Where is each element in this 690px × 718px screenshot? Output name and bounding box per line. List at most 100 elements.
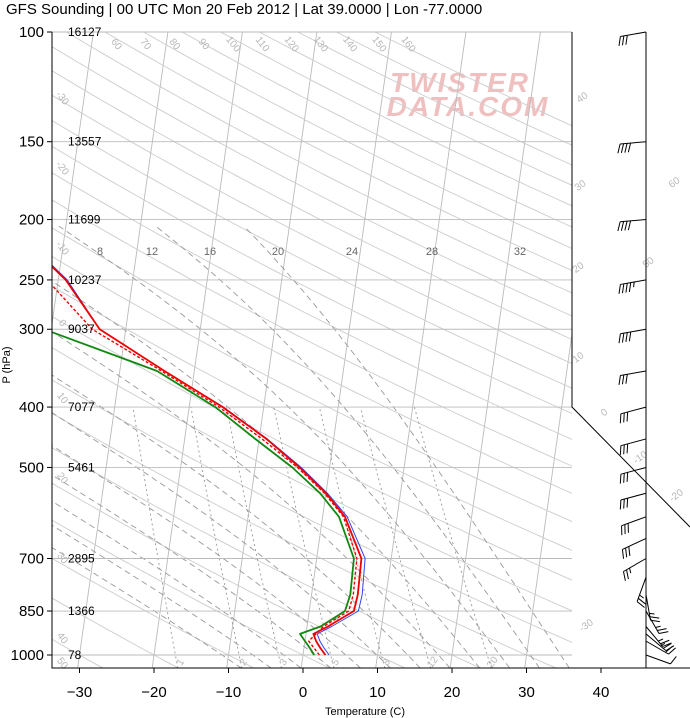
wind-barb [617, 141, 647, 154]
moist-adiabat-line [52, 331, 451, 668]
x-tick-label: 20 [444, 684, 461, 701]
dry-adiabat-line [52, 379, 572, 643]
height-label: 2895 [68, 551, 95, 565]
virtual_temperature-line [52, 264, 366, 656]
wind-barb-flag [625, 374, 628, 384]
dry-adiabat-lines [0, 19, 572, 668]
isotherm-label: 140 [340, 34, 359, 54]
y-tick-label: 100 [19, 24, 44, 41]
wind-barb [619, 406, 647, 424]
x-tick-label: −30 [67, 684, 92, 701]
dry-adiabat-label: -30 [577, 617, 596, 635]
wind-barb-flag [617, 221, 621, 232]
wind-barb-flag [626, 498, 629, 508]
wind-barb [618, 328, 647, 344]
wind-barb-flag [626, 472, 629, 482]
wind-barb [645, 654, 677, 665]
wind-barb-flag [626, 569, 629, 580]
watermark-text: DATA.COM [387, 91, 550, 122]
wind-barb-staff [620, 141, 647, 145]
wind-barb-flag [623, 412, 625, 423]
dry-adiabat-label: 60 [667, 175, 683, 191]
plot-frame-right [571, 32, 690, 528]
mixing-ratio-label: 3 [278, 657, 290, 668]
y-tick-label: 200 [19, 212, 44, 229]
wind-barb-flag [662, 642, 672, 647]
isotherm-label: 70 [137, 37, 153, 53]
wind-barb-flag [625, 547, 628, 558]
isotherm-lines [52, 32, 572, 668]
dry-adiabat-line [0, 19, 28, 668]
dry-adiabat-line [142, 32, 572, 249]
wind-barb [645, 610, 669, 635]
wind-barb-flag [662, 642, 672, 649]
dry-adiabat-line [52, 482, 406, 668]
y-tick-label: 250 [19, 272, 44, 289]
mixing-ratio-line [413, 406, 492, 668]
mixing-ratio-line [190, 407, 243, 668]
moist-adiabat-label: 8 [97, 246, 103, 258]
wind-barb-flag [623, 444, 625, 455]
wind-barb-staff [645, 626, 664, 647]
wind-barb-flag [622, 571, 626, 581]
isotherm-line [151, 32, 243, 668]
mixing-ratio-label: 2 [238, 657, 250, 668]
isotherm-label: 110 [253, 35, 272, 55]
moist-adiabat-line [52, 500, 302, 668]
grid-labels: 8 12 16 20 24 28 321 2 3 5 8 12 20-30-20-10010203040… [53, 34, 686, 671]
wind-barb-flag [617, 143, 621, 154]
height-label: 16127 [68, 25, 102, 39]
x-tick-label: 40 [593, 684, 610, 701]
wind-barb-flag [619, 413, 622, 424]
isotherm-label: 40 [54, 631, 70, 647]
wind-barb-flag [619, 474, 622, 484]
wind-barb-flag [625, 332, 628, 343]
wind-barb-flag [628, 546, 631, 556]
dry-adiabat-line [258, 32, 572, 186]
dry-adiabat-label: 30 [573, 178, 589, 194]
wind-barb-staff [645, 640, 669, 655]
y-tick-label: 1000 [11, 647, 44, 664]
parcel-line [52, 284, 358, 656]
moist-adiabat-line [155, 225, 540, 668]
wind-barb-half-flag [660, 642, 666, 647]
x-tick-label: −20 [141, 684, 166, 701]
y-tick-label: 150 [19, 134, 44, 151]
wind-barb-flag [621, 283, 625, 294]
y-tick-label: 850 [19, 603, 44, 620]
height-label: 1366 [68, 604, 95, 618]
wind-barb-staff [620, 31, 647, 38]
wind-barb [645, 594, 660, 623]
dry-adiabat-line [52, 172, 572, 440]
wind-barb-flag [624, 143, 628, 153]
wind-barb-staff [620, 438, 647, 447]
wind-barb-half-flag [658, 638, 664, 642]
x-axis-label: Temperature (C) [325, 706, 405, 718]
dry-adiabat-line [52, 347, 572, 612]
wind-barb-staff [645, 610, 660, 634]
moist-adiabat-line [52, 474, 332, 668]
dry-adiabat-label: 50 [641, 255, 657, 271]
wind-barb-flag [621, 374, 625, 385]
dry-adiabat-line [219, 32, 572, 207]
dry-adiabat-line [52, 46, 572, 317]
wind-barb-flag [637, 597, 647, 605]
dry-adiabat-line [52, 94, 572, 365]
height-label: 5461 [68, 460, 95, 474]
dry-adiabat-line [52, 412, 557, 668]
wind-barb-flag [618, 284, 621, 294]
wind-barb [619, 438, 647, 456]
mixing-ratio-line [318, 406, 386, 668]
wind-barb-staff [620, 406, 647, 415]
dry-adiabat-line [65, 32, 572, 294]
wind-barb [645, 626, 672, 647]
wind-barb [621, 537, 647, 559]
isotherm-line [449, 32, 541, 668]
wind-barb-flag [657, 628, 667, 632]
y-tick-label: 300 [19, 321, 44, 338]
isotherm-line [524, 331, 572, 668]
wind-barb-staff [620, 466, 647, 475]
isotherm-label: 0 [56, 318, 68, 330]
